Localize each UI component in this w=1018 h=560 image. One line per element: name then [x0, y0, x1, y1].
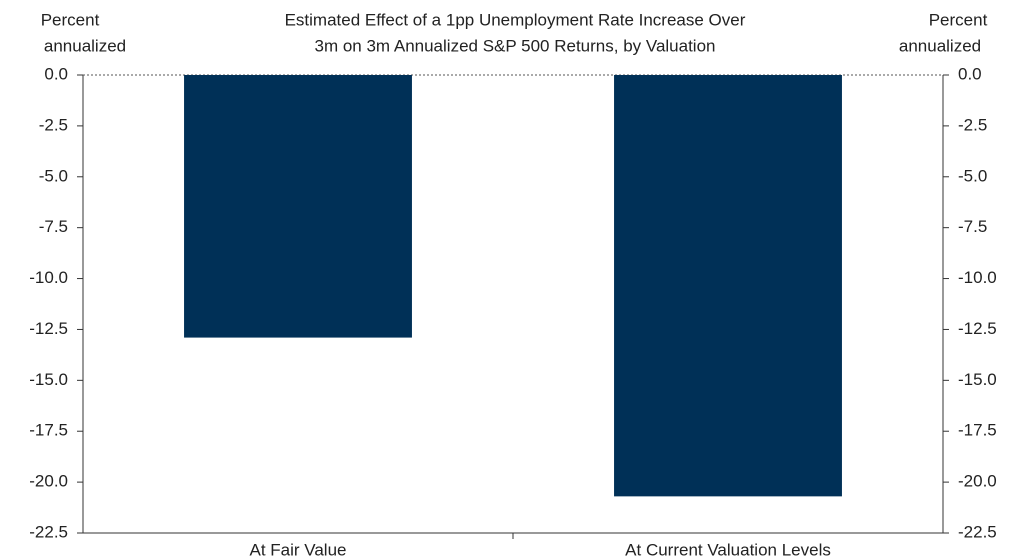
y-tick-label: -7.5 — [39, 217, 68, 236]
y-axis-label: annualized — [44, 36, 126, 55]
y-tick-label: -20.0 — [29, 472, 68, 491]
chart-title: 3m on 3m Annualized S&P 500 Returns, by … — [314, 36, 715, 55]
y2-tick-label: -22.5 — [958, 522, 997, 541]
y2-tick-label: -2.5 — [958, 115, 987, 134]
y2-tick-label: -20.0 — [958, 472, 997, 491]
x-tick-label: At Fair Value — [249, 540, 346, 559]
y2-tick-label: -12.5 — [958, 319, 997, 338]
y2-axis-label: annualized — [899, 36, 981, 55]
x-tick-label: At Current Valuation Levels — [625, 540, 831, 559]
y-tick-label: -2.5 — [39, 115, 68, 134]
bar — [184, 75, 412, 338]
y2-tick-label: -5.0 — [958, 166, 987, 185]
y2-tick-label: -10.0 — [958, 268, 997, 287]
y2-axis-label: Percent — [929, 10, 988, 29]
y-tick-label: -5.0 — [39, 166, 68, 185]
bar — [614, 75, 842, 497]
y-tick-label: -22.5 — [29, 522, 68, 541]
y2-tick-label: -7.5 — [958, 217, 987, 236]
y2-tick-label: -17.5 — [958, 421, 997, 440]
y-tick-label: -12.5 — [29, 319, 68, 338]
y-axis-label: Percent — [41, 10, 100, 29]
y2-tick-label: 0.0 — [958, 64, 982, 83]
y2-tick-label: -15.0 — [958, 370, 997, 389]
y-tick-label: 0.0 — [44, 64, 68, 83]
y-tick-label: -17.5 — [29, 421, 68, 440]
y-tick-label: -10.0 — [29, 268, 68, 287]
y-tick-label: -15.0 — [29, 370, 68, 389]
chart-title: Estimated Effect of a 1pp Unemployment R… — [285, 10, 746, 29]
